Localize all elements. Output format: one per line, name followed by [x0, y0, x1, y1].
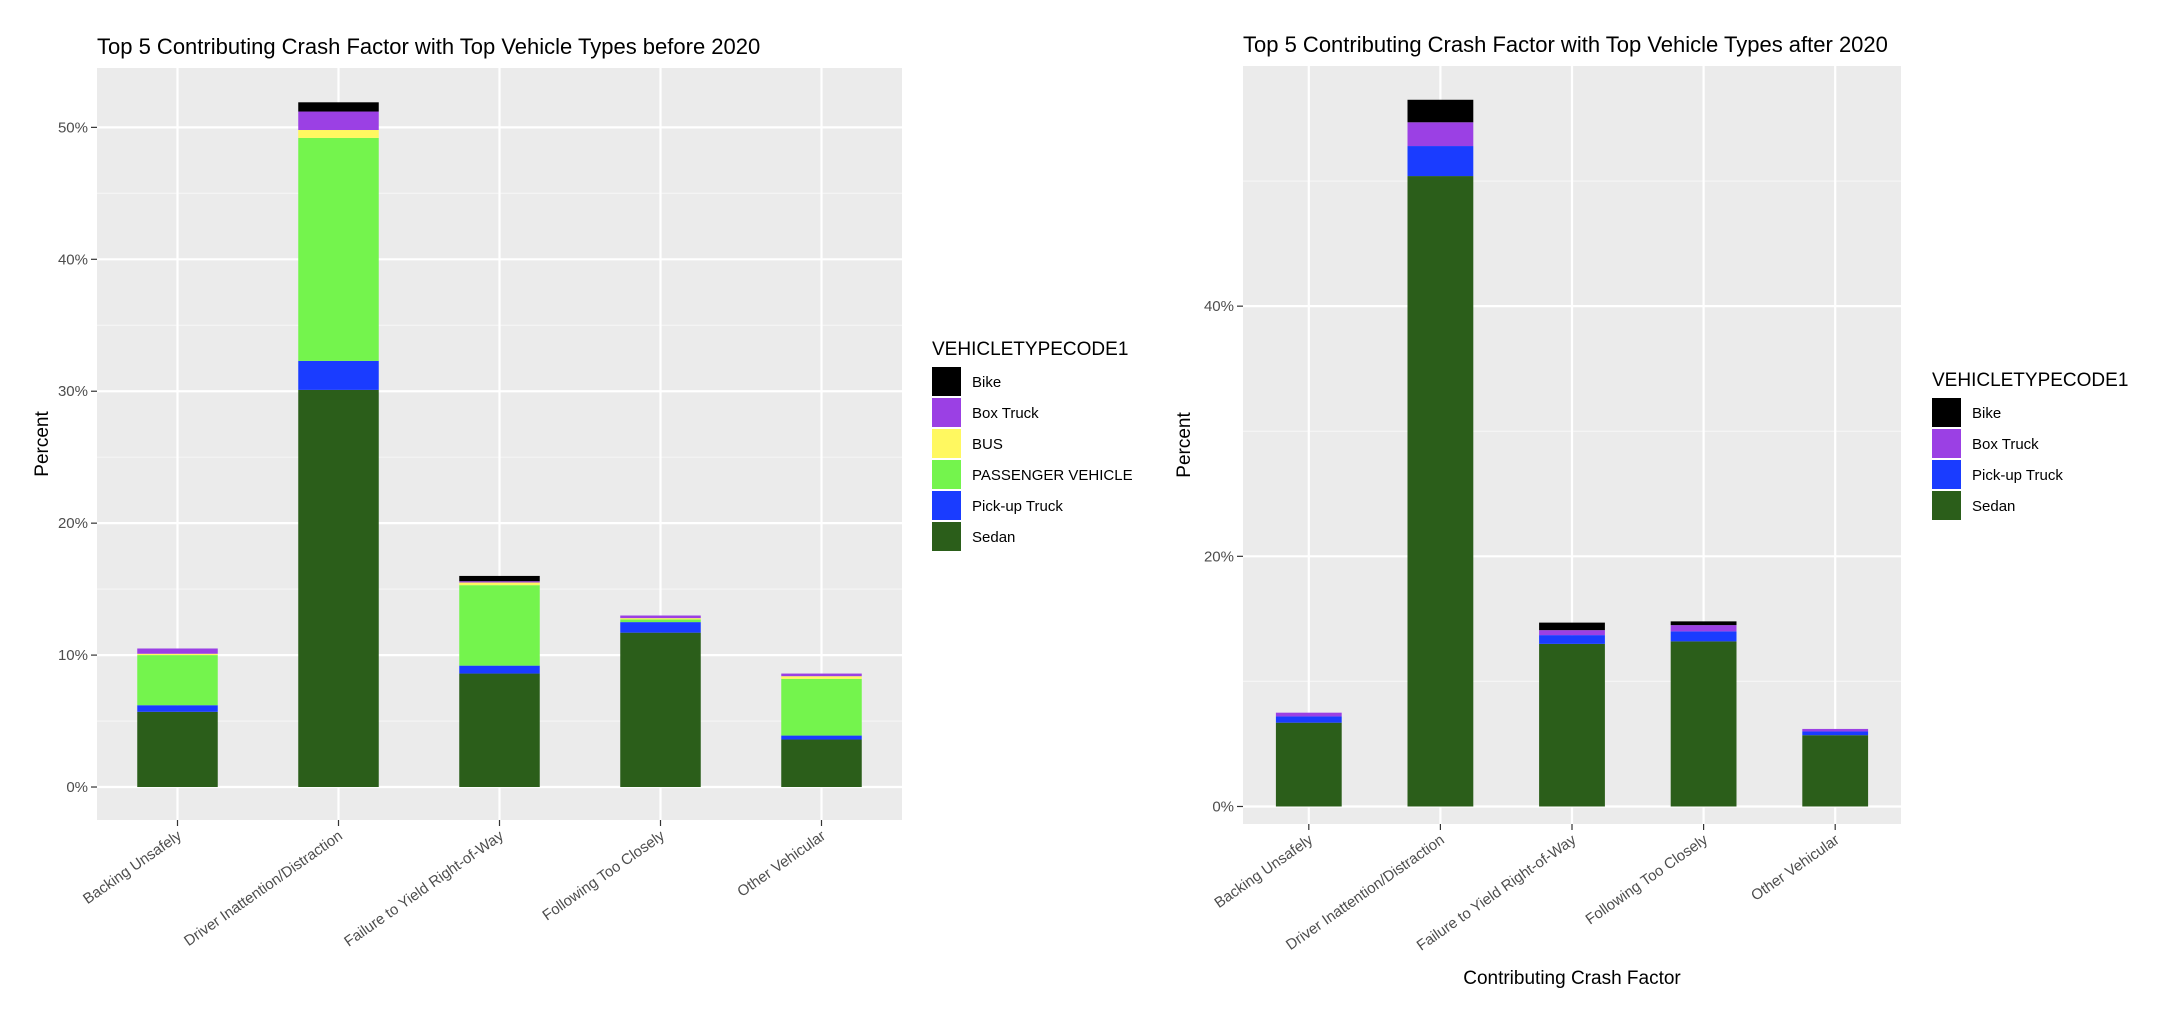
y-axis-label: Percent: [32, 411, 53, 477]
legend-label: Pick-up Truck: [1972, 467, 2063, 484]
bar-segment: [620, 619, 701, 623]
bar-segment: [620, 622, 701, 633]
bar-segment: [1407, 146, 1474, 177]
bar-segment: [781, 739, 862, 788]
legend-label: Box Truck: [972, 405, 1039, 422]
legend-label: PASSENGER VEHICLE: [972, 467, 1133, 484]
bar-segment: [1670, 631, 1737, 642]
y-tick-label: 30%: [58, 383, 88, 400]
legend-key: [932, 429, 961, 458]
bar-segment: [781, 673, 862, 677]
bar-segment: [1407, 176, 1474, 807]
bar-segment: [459, 665, 540, 674]
bar-segment: [137, 705, 218, 712]
bar-segment: [137, 711, 218, 788]
bar-segment: [1539, 622, 1605, 631]
bar-segment: [1539, 643, 1605, 807]
y-tick-label: 40%: [58, 251, 88, 268]
bar-segment: [620, 618, 701, 620]
bar-segment: [1670, 621, 1737, 626]
bar-segment: [137, 648, 218, 654]
legend-key: [932, 491, 961, 520]
legend-label: Bike: [1972, 405, 2001, 422]
bar-segment: [1670, 625, 1737, 632]
bar-segment: [781, 678, 862, 736]
legend: VEHICLETYPECODE1 Bike Box Truck Pick-up Tr…: [1932, 370, 2128, 520]
legend-label: Bike: [972, 374, 1001, 391]
y-tick-label: 10%: [58, 647, 88, 664]
bar-segment: [1670, 641, 1737, 807]
legend-key: [1932, 398, 1961, 427]
bar-segment: [1539, 630, 1605, 636]
bar-segment: [459, 582, 540, 586]
bar-segment: [1275, 722, 1342, 807]
bar-segment: [1407, 99, 1474, 123]
bar-segment: [298, 102, 379, 112]
legend-key: [932, 367, 961, 396]
y-tick-label: 0%: [66, 779, 88, 796]
legend-key: [932, 460, 961, 489]
bar-segment: [298, 130, 379, 138]
legend-label: Box Truck: [1972, 436, 2039, 453]
chart-title: Top 5 Contributing Crash Factor with Top…: [97, 34, 760, 59]
bar-segment: [298, 360, 379, 390]
bar-segment: [781, 676, 862, 679]
y-tick-label: 0%: [1212, 798, 1234, 815]
bar-segment: [620, 615, 701, 619]
legend-key: [932, 522, 961, 551]
legend-label: Pick-up Truck: [972, 498, 1063, 515]
bar-segment: [298, 389, 379, 788]
bar-segment: [459, 575, 540, 582]
legend-label: Sedan: [972, 529, 1015, 546]
legend: VEHICLETYPECODE1 Bike Box Truck BUS PASSENG…: [932, 339, 1133, 551]
bar-segment: [298, 111, 379, 131]
bar-segment: [137, 653, 218, 656]
bar-segment: [137, 655, 218, 706]
y-tick-label: 20%: [58, 515, 88, 532]
legend-key: [932, 398, 961, 427]
legend-key: [1932, 460, 1961, 489]
bar-segment: [1275, 712, 1342, 717]
y-tick-label: 20%: [1204, 548, 1234, 565]
x-axis-label: Contributing Crash Factor: [1463, 968, 1681, 989]
bar-segment: [1802, 731, 1869, 736]
y-tick-label: 50%: [58, 119, 88, 136]
bar-segment: [1539, 635, 1605, 644]
bar-segment: [1275, 716, 1342, 723]
legend-key: [1932, 491, 1961, 520]
bar-segment: [1802, 728, 1869, 732]
y-axis-label: Percent: [1174, 412, 1195, 478]
bar-segment: [781, 735, 862, 740]
legend-title: VEHICLETYPECODE1: [1932, 370, 2128, 391]
bar-segment: [1407, 122, 1474, 147]
chart-after-2020: Top 5 Contributing Crash Factor with Top…: [1174, 32, 2128, 989]
bar-segment: [459, 673, 540, 788]
bar-segment: [1802, 735, 1869, 807]
bar-segment: [459, 585, 540, 666]
y-tick-label: 40%: [1204, 298, 1234, 315]
bar-segment: [298, 137, 379, 361]
chart-title: Top 5 Contributing Crash Factor with Top…: [1243, 32, 1888, 57]
bar-segment: [620, 632, 701, 788]
legend-label: Sedan: [1972, 498, 2015, 515]
legend-label: BUS: [972, 436, 1003, 453]
legend-title: VEHICLETYPECODE1: [932, 339, 1128, 360]
bar-segment: [459, 581, 540, 583]
legend-key: [1932, 429, 1961, 458]
